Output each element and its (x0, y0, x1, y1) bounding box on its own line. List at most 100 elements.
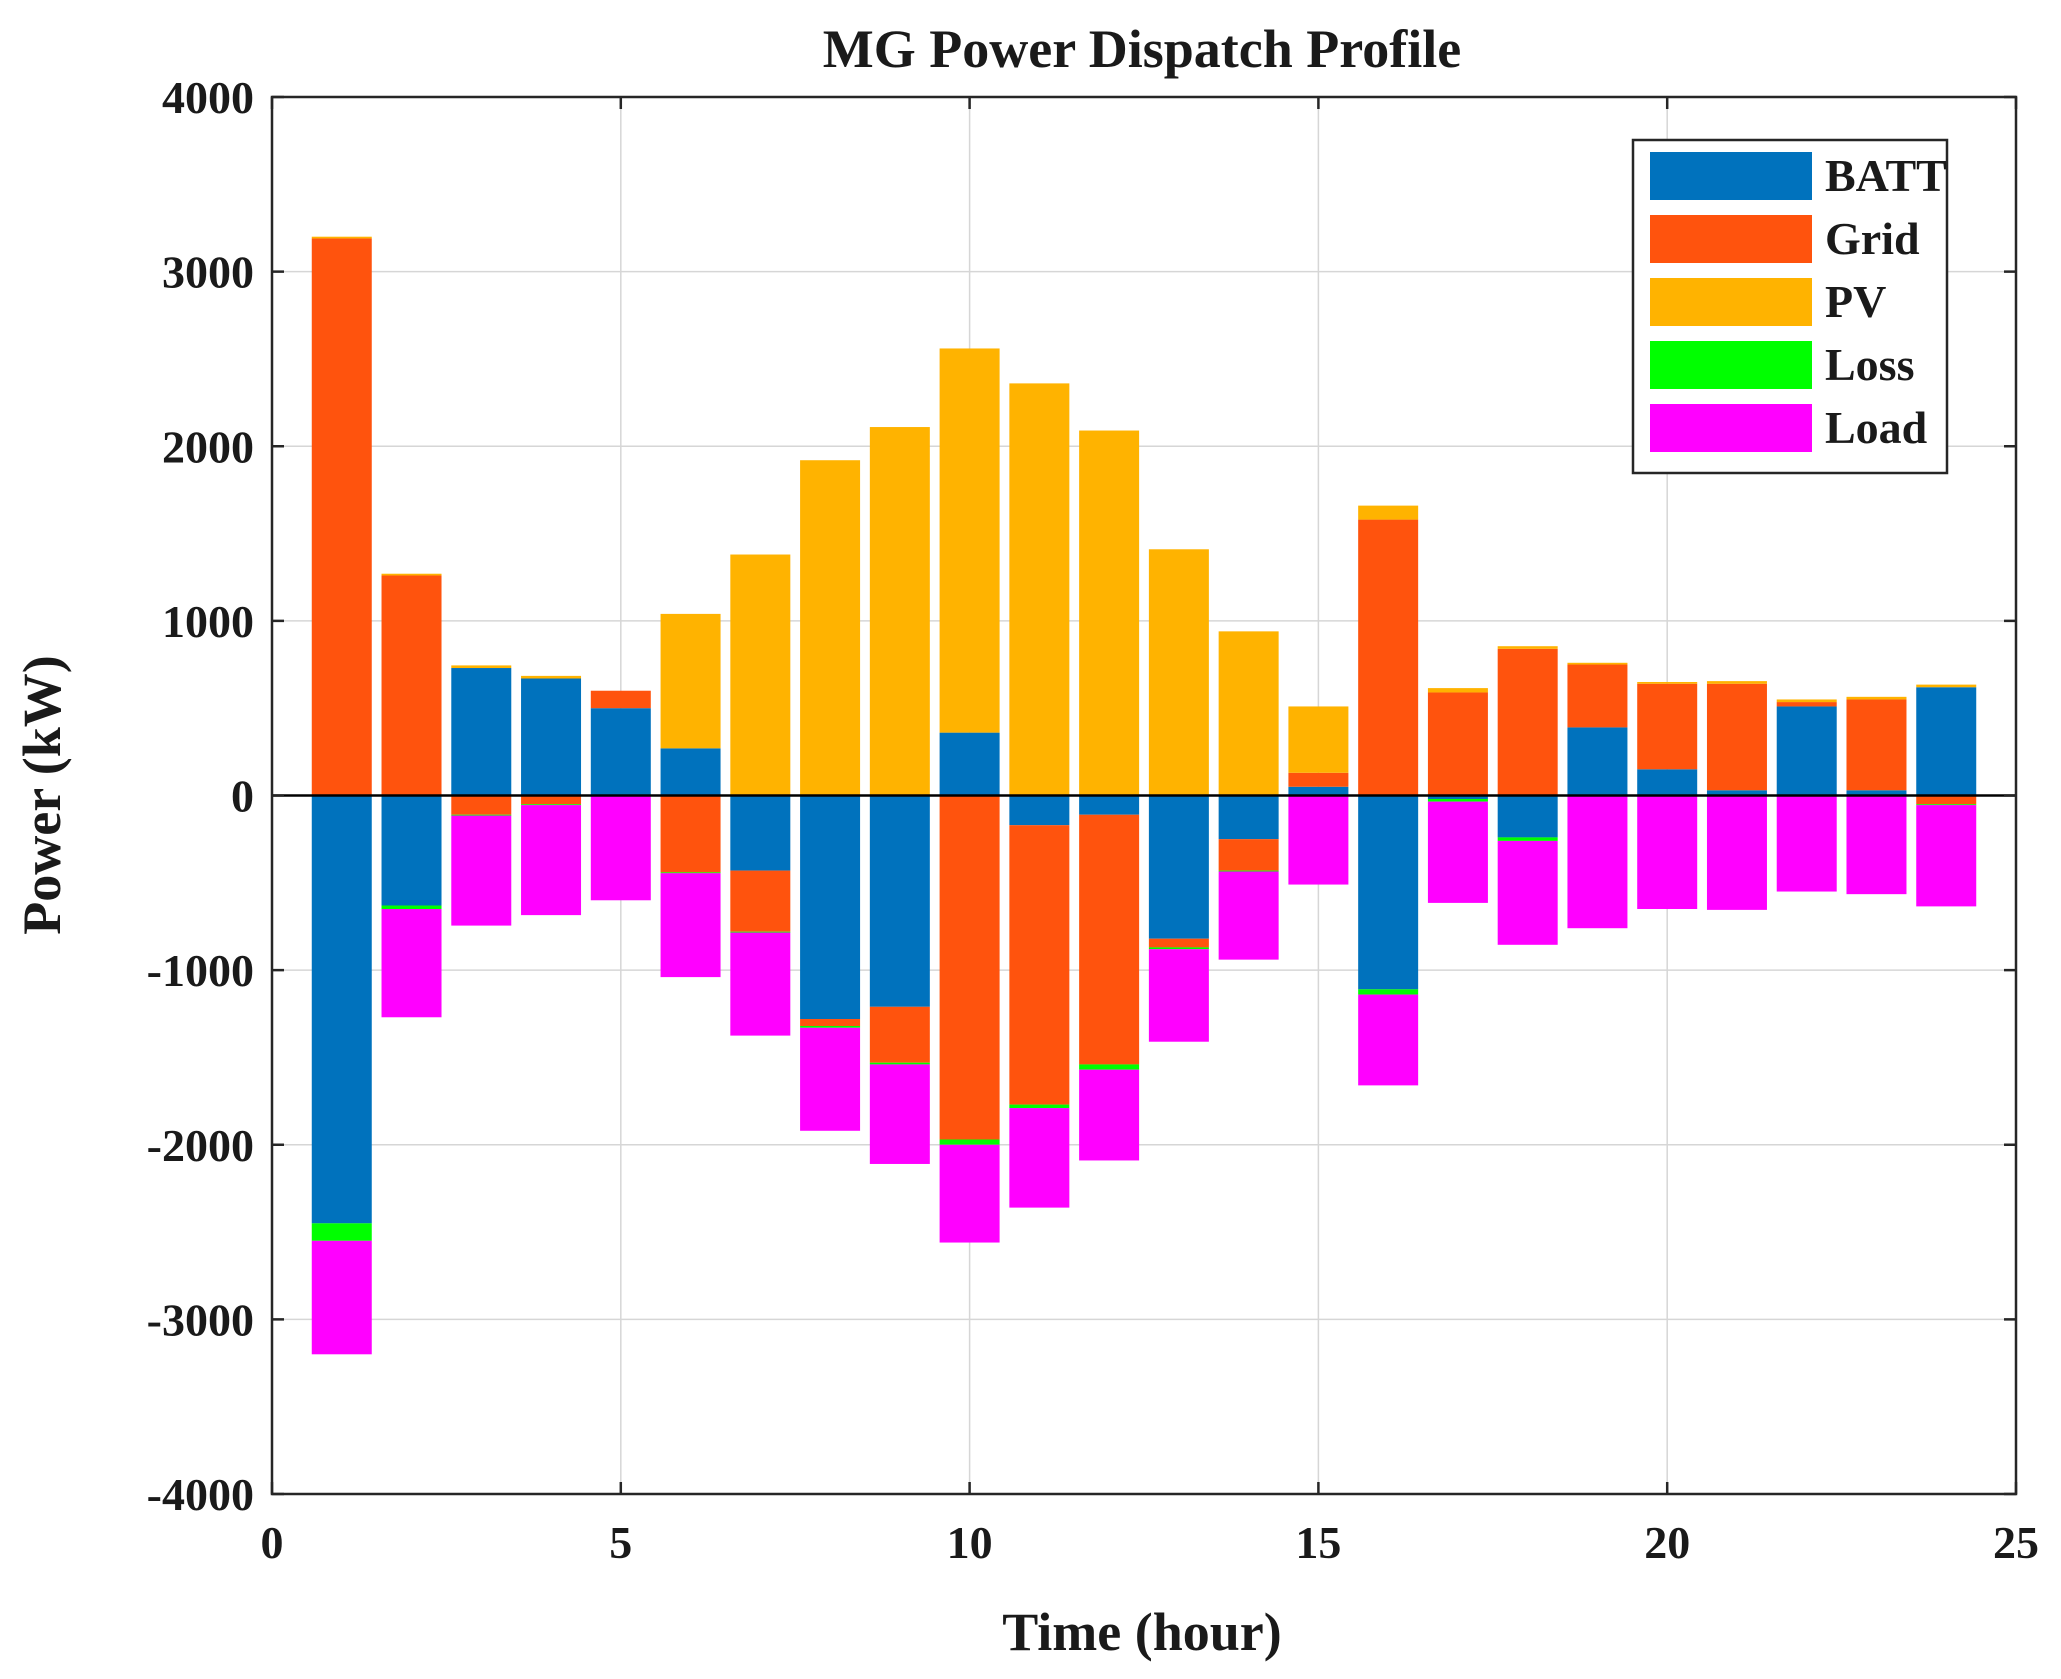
legend-label-grid: Grid (1825, 213, 1920, 264)
bar-load-t19 (1567, 796, 1628, 929)
bar-load-t18 (1497, 840, 1558, 945)
bar-pv-t19 (1567, 662, 1628, 665)
bar-loss-t18 (1497, 837, 1558, 841)
x-tick-label: 0 (261, 1517, 284, 1568)
bar-load-t2 (381, 909, 442, 1018)
bar-grid-t1 (311, 238, 372, 796)
bar-load-t1 (311, 1240, 372, 1355)
bar-load-t7 (730, 932, 791, 1036)
bar-load-t22 (1776, 796, 1837, 892)
bar-batt-t8 (800, 795, 861, 1020)
bar-pv-t18 (1497, 646, 1558, 649)
bar-load-t6 (660, 873, 721, 978)
bar-pv-t8 (800, 460, 861, 796)
bar-grid-t18 (1497, 648, 1558, 796)
bar-batt-t2 (381, 795, 442, 906)
bar-pv-t17 (1427, 688, 1488, 693)
y-axis-label: Power (kW) (12, 655, 72, 934)
legend-label-pv: PV (1825, 276, 1886, 327)
bar-load-t13 (1148, 949, 1209, 1042)
bar-batt-t3 (451, 668, 512, 796)
x-tick-label: 25 (1993, 1517, 2039, 1568)
bar-batt-t22 (1776, 706, 1837, 796)
bar-batt-t7 (730, 795, 791, 871)
legend-label-batt: BATT (1825, 150, 1947, 201)
y-tick-label: 1000 (162, 596, 254, 647)
bar-grid-t11 (1009, 825, 1070, 1105)
y-tick-label: 3000 (162, 247, 254, 298)
bar-grid-t21 (1706, 683, 1767, 791)
bar-pv-t10 (939, 348, 1000, 733)
bar-pv-t9 (869, 427, 930, 796)
bar-pv-t15 (1288, 706, 1349, 773)
bar-loss-t1 (311, 1223, 372, 1241)
bar-batt-t13 (1148, 795, 1209, 939)
bar-load-t5 (590, 796, 651, 901)
bar-grid-t13 (1148, 938, 1209, 948)
bar-grid-t16 (1358, 519, 1419, 796)
x-tick-label: 5 (609, 1517, 632, 1568)
legend-swatch-load (1650, 404, 1812, 452)
bar-grid-t19 (1567, 664, 1628, 728)
chart-title: MG Power Dispatch Profile (823, 19, 1461, 79)
bar-pv-t7 (730, 554, 791, 796)
bar-batt-t4 (521, 678, 582, 796)
bar-loss-t8 (800, 1026, 861, 1028)
bar-loss-t11 (1009, 1104, 1070, 1109)
bar-batt-t11 (1009, 795, 1070, 826)
bar-load-t20 (1637, 796, 1698, 910)
x-tick-label: 15 (1295, 1517, 1341, 1568)
bar-load-t15 (1288, 796, 1349, 885)
bar-batt-t10 (939, 732, 1000, 796)
bar-pv-t6 (660, 613, 721, 749)
bar-batt-t5 (590, 708, 651, 796)
bar-load-t10 (939, 1144, 1000, 1243)
bar-loss-t10 (939, 1139, 1000, 1145)
bar-batt-t9 (869, 795, 930, 1007)
bar-batt-t1 (311, 795, 372, 1224)
bar-loss-t7 (730, 931, 791, 933)
bar-grid-t9 (869, 1006, 930, 1063)
legend-label-loss: Loss (1825, 339, 1914, 390)
bar-pv-t2 (381, 573, 442, 576)
y-tick-label: -4000 (147, 1469, 254, 1520)
bar-grid-t6 (660, 795, 721, 873)
bar-pv-t24 (1916, 684, 1977, 688)
y-tick-label: -1000 (147, 945, 254, 996)
legend-label-load: Load (1825, 402, 1928, 453)
bar-loss-t6 (660, 872, 721, 874)
bar-grid-t12 (1079, 814, 1140, 1065)
bar-grid-t15 (1288, 772, 1349, 787)
bar-pv-t20 (1637, 681, 1698, 684)
bar-pv-t21 (1706, 681, 1767, 684)
legend-swatch-loss (1650, 341, 1812, 389)
bar-load-t8 (800, 1027, 861, 1131)
bar-loss-t4 (521, 804, 582, 806)
bar-batt-t12 (1079, 795, 1140, 815)
bar-grid-t22 (1776, 702, 1837, 707)
bar-loss-t13 (1148, 947, 1209, 950)
bar-grid-t14 (1218, 839, 1279, 871)
bar-grid-t3 (451, 795, 512, 815)
bar-grid-t8 (800, 1019, 861, 1027)
bar-batt-t24 (1916, 687, 1977, 796)
ticks-layer: 0 5 10 15 20 25 -4000 -3000 -2000 -1000 0 1000 2000 3… (147, 72, 2039, 1568)
bar-batt-t15 (1288, 786, 1349, 796)
bar-loss-t3 (451, 814, 512, 816)
bar-batt-t14 (1218, 795, 1279, 840)
bar-batt-t23 (1846, 790, 1907, 796)
bar-loss-t9 (869, 1062, 930, 1065)
bar-loss-t16 (1358, 989, 1419, 995)
bar-pv-t11 (1009, 383, 1070, 796)
bar-load-t16 (1358, 994, 1419, 1086)
x-tick-label: 20 (1644, 1517, 1690, 1568)
bar-load-t23 (1846, 796, 1907, 895)
bar-load-t17 (1427, 801, 1488, 903)
bar-pv-t3 (451, 665, 512, 669)
bar-grid-t10 (939, 795, 1000, 1140)
bar-loss-t17 (1427, 798, 1488, 802)
bar-batt-t21 (1706, 790, 1767, 796)
legend-swatch-grid (1650, 215, 1812, 263)
legend-swatch-pv (1650, 278, 1812, 326)
